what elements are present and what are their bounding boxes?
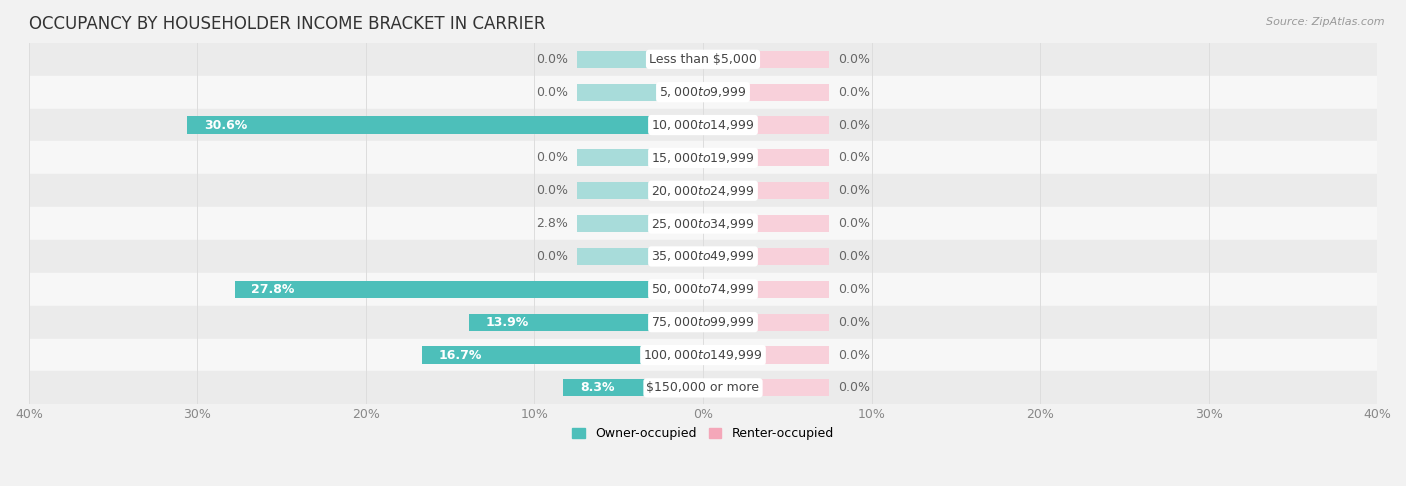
Bar [30, 273, 1376, 306]
Text: 0.0%: 0.0% [838, 382, 870, 394]
Text: 0.0%: 0.0% [838, 119, 870, 132]
Bar [703, 117, 830, 134]
Text: 16.7%: 16.7% [439, 348, 482, 362]
Bar [30, 339, 1376, 371]
Bar [30, 306, 1376, 339]
Text: 0.0%: 0.0% [838, 184, 870, 197]
Text: $5,000 to $9,999: $5,000 to $9,999 [659, 85, 747, 99]
Bar [30, 108, 1376, 141]
Bar [576, 313, 703, 330]
Text: 0.0%: 0.0% [838, 86, 870, 99]
Text: 0.0%: 0.0% [838, 250, 870, 263]
Bar [703, 281, 830, 298]
Bar [576, 117, 703, 134]
Bar [703, 380, 830, 397]
Bar [703, 149, 830, 166]
Bar [468, 313, 703, 330]
Text: 0.0%: 0.0% [536, 151, 568, 164]
Bar [703, 84, 830, 101]
Bar [576, 182, 703, 199]
Bar [30, 76, 1376, 108]
Bar [576, 281, 703, 298]
Bar [30, 43, 1376, 76]
Text: 0.0%: 0.0% [838, 151, 870, 164]
Text: OCCUPANCY BY HOUSEHOLDER INCOME BRACKET IN CARRIER: OCCUPANCY BY HOUSEHOLDER INCOME BRACKET … [30, 15, 546, 33]
Bar [576, 84, 703, 101]
Bar [576, 248, 703, 265]
Text: $20,000 to $24,999: $20,000 to $24,999 [651, 184, 755, 198]
Bar [30, 174, 1376, 207]
Text: 0.0%: 0.0% [536, 184, 568, 197]
Bar [422, 347, 703, 364]
Text: 0.0%: 0.0% [838, 217, 870, 230]
Text: 0.0%: 0.0% [838, 53, 870, 66]
Bar [703, 248, 830, 265]
Text: $75,000 to $99,999: $75,000 to $99,999 [651, 315, 755, 329]
Text: $25,000 to $34,999: $25,000 to $34,999 [651, 217, 755, 230]
Bar [30, 207, 1376, 240]
Bar [703, 215, 830, 232]
Text: 2.8%: 2.8% [536, 217, 568, 230]
Bar [576, 51, 703, 68]
Text: 0.0%: 0.0% [536, 86, 568, 99]
Bar [576, 347, 703, 364]
Legend: Owner-occupied, Renter-occupied: Owner-occupied, Renter-occupied [568, 422, 838, 445]
Bar [655, 215, 703, 232]
Bar [703, 51, 830, 68]
Text: 8.3%: 8.3% [581, 382, 614, 394]
Text: $10,000 to $14,999: $10,000 to $14,999 [651, 118, 755, 132]
Text: $150,000 or more: $150,000 or more [647, 382, 759, 394]
Bar [30, 240, 1376, 273]
Bar [703, 182, 830, 199]
Text: $35,000 to $49,999: $35,000 to $49,999 [651, 249, 755, 263]
Bar [187, 117, 703, 134]
Text: 0.0%: 0.0% [838, 283, 870, 296]
Text: Source: ZipAtlas.com: Source: ZipAtlas.com [1267, 17, 1385, 27]
Text: 0.0%: 0.0% [838, 316, 870, 329]
Bar [576, 215, 703, 232]
Text: $100,000 to $149,999: $100,000 to $149,999 [644, 348, 762, 362]
Bar [576, 380, 703, 397]
Bar [703, 313, 830, 330]
Bar [30, 141, 1376, 174]
Text: 27.8%: 27.8% [252, 283, 295, 296]
Bar [703, 347, 830, 364]
Text: 0.0%: 0.0% [536, 53, 568, 66]
Text: Less than $5,000: Less than $5,000 [650, 53, 756, 66]
Text: 0.0%: 0.0% [838, 348, 870, 362]
Bar [576, 149, 703, 166]
Text: $50,000 to $74,999: $50,000 to $74,999 [651, 282, 755, 296]
Bar [564, 380, 703, 397]
Bar [30, 371, 1376, 404]
Text: $15,000 to $19,999: $15,000 to $19,999 [651, 151, 755, 165]
Bar [235, 281, 703, 298]
Text: 13.9%: 13.9% [485, 316, 529, 329]
Text: 0.0%: 0.0% [536, 250, 568, 263]
Text: 30.6%: 30.6% [204, 119, 247, 132]
